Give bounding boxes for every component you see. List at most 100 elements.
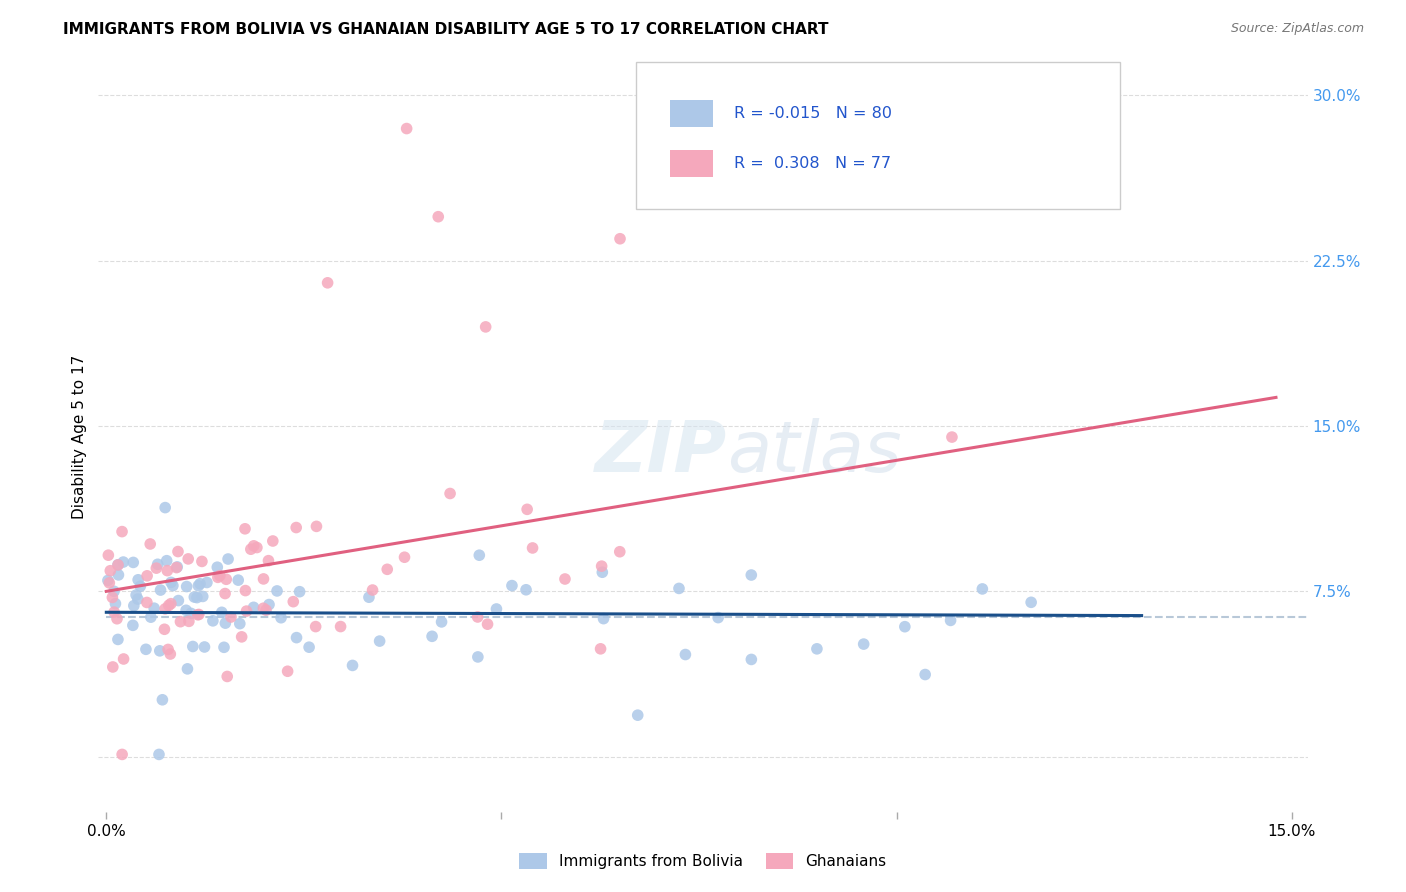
Point [368,634,391,648]
Point [127,573,149,587]
Point [98,575,121,590]
Text: Source: ZipAtlas.com: Source: ZipAtlas.com [1230,22,1364,36]
Point [515,582,537,597]
Point [242,600,264,615]
Text: ZIP: ZIP [595,417,727,486]
Point [105,612,128,626]
Point [257,598,280,612]
Point [673,648,696,662]
Point [177,552,200,566]
FancyBboxPatch shape [671,100,713,127]
Point [160,597,183,611]
Point [107,558,129,572]
Point [153,602,176,616]
Point [215,572,238,586]
Point [474,319,496,334]
Point [219,610,242,624]
Point [188,576,211,591]
Point [342,658,364,673]
Point [167,593,190,607]
Point [394,550,416,565]
Point [254,603,277,617]
Point [174,603,197,617]
Point [217,669,239,683]
Point [139,537,162,551]
Point [176,662,198,676]
Point [212,640,235,655]
Text: atlas: atlas [727,417,901,486]
Point [160,575,183,590]
Point [288,584,311,599]
Point [501,578,523,592]
Point [395,121,418,136]
Point [420,629,443,643]
Point [516,502,538,516]
Text: R =  0.308   N = 77: R = 0.308 N = 77 [734,156,891,171]
Point [467,649,489,664]
Point [477,617,499,632]
Point [98,564,121,578]
Point [169,615,191,629]
Point [149,644,172,658]
Point [270,611,292,625]
Point [609,232,631,246]
Point [97,574,120,588]
Point [806,641,828,656]
Point [1019,595,1042,609]
Point [361,582,384,597]
Point [592,612,614,626]
Point [101,591,124,605]
Point [183,590,205,604]
Point [153,622,176,636]
Point [157,599,180,613]
Point [246,541,269,555]
Point [166,560,188,574]
Point [136,569,159,583]
Point [229,616,252,631]
Point [305,519,328,533]
Point [941,430,963,444]
Point [357,591,380,605]
Point [153,500,176,515]
Point [162,578,184,592]
Point [467,610,489,624]
Point [233,522,256,536]
Point [208,568,231,582]
Point [329,619,352,633]
Point [112,555,135,569]
Point [589,641,612,656]
Point [211,605,233,619]
Point [914,667,936,681]
Point [468,548,491,562]
Text: R = -0.015   N = 80: R = -0.015 N = 80 [734,106,893,121]
Point [187,579,209,593]
Point [201,614,224,628]
Point [554,572,576,586]
Point [167,544,190,558]
Point [129,579,152,593]
Legend: Immigrants from Bolivia, Ghanaians: Immigrants from Bolivia, Ghanaians [513,847,893,875]
Point [157,642,180,657]
Point [149,583,172,598]
Point [285,520,308,534]
Point [939,614,962,628]
Point [242,539,264,553]
Point [894,620,917,634]
Point [266,583,288,598]
Point [277,665,299,679]
Point [159,647,181,661]
Point [305,619,328,633]
Point [316,276,339,290]
Point [187,607,209,622]
Point [181,640,204,654]
Point [226,573,249,587]
Point [101,660,124,674]
Point [122,556,145,570]
Point [191,554,214,568]
Point [257,554,280,568]
FancyBboxPatch shape [671,151,713,177]
Point [231,630,253,644]
Point [298,640,321,655]
Point [111,524,134,539]
Point [485,602,508,616]
